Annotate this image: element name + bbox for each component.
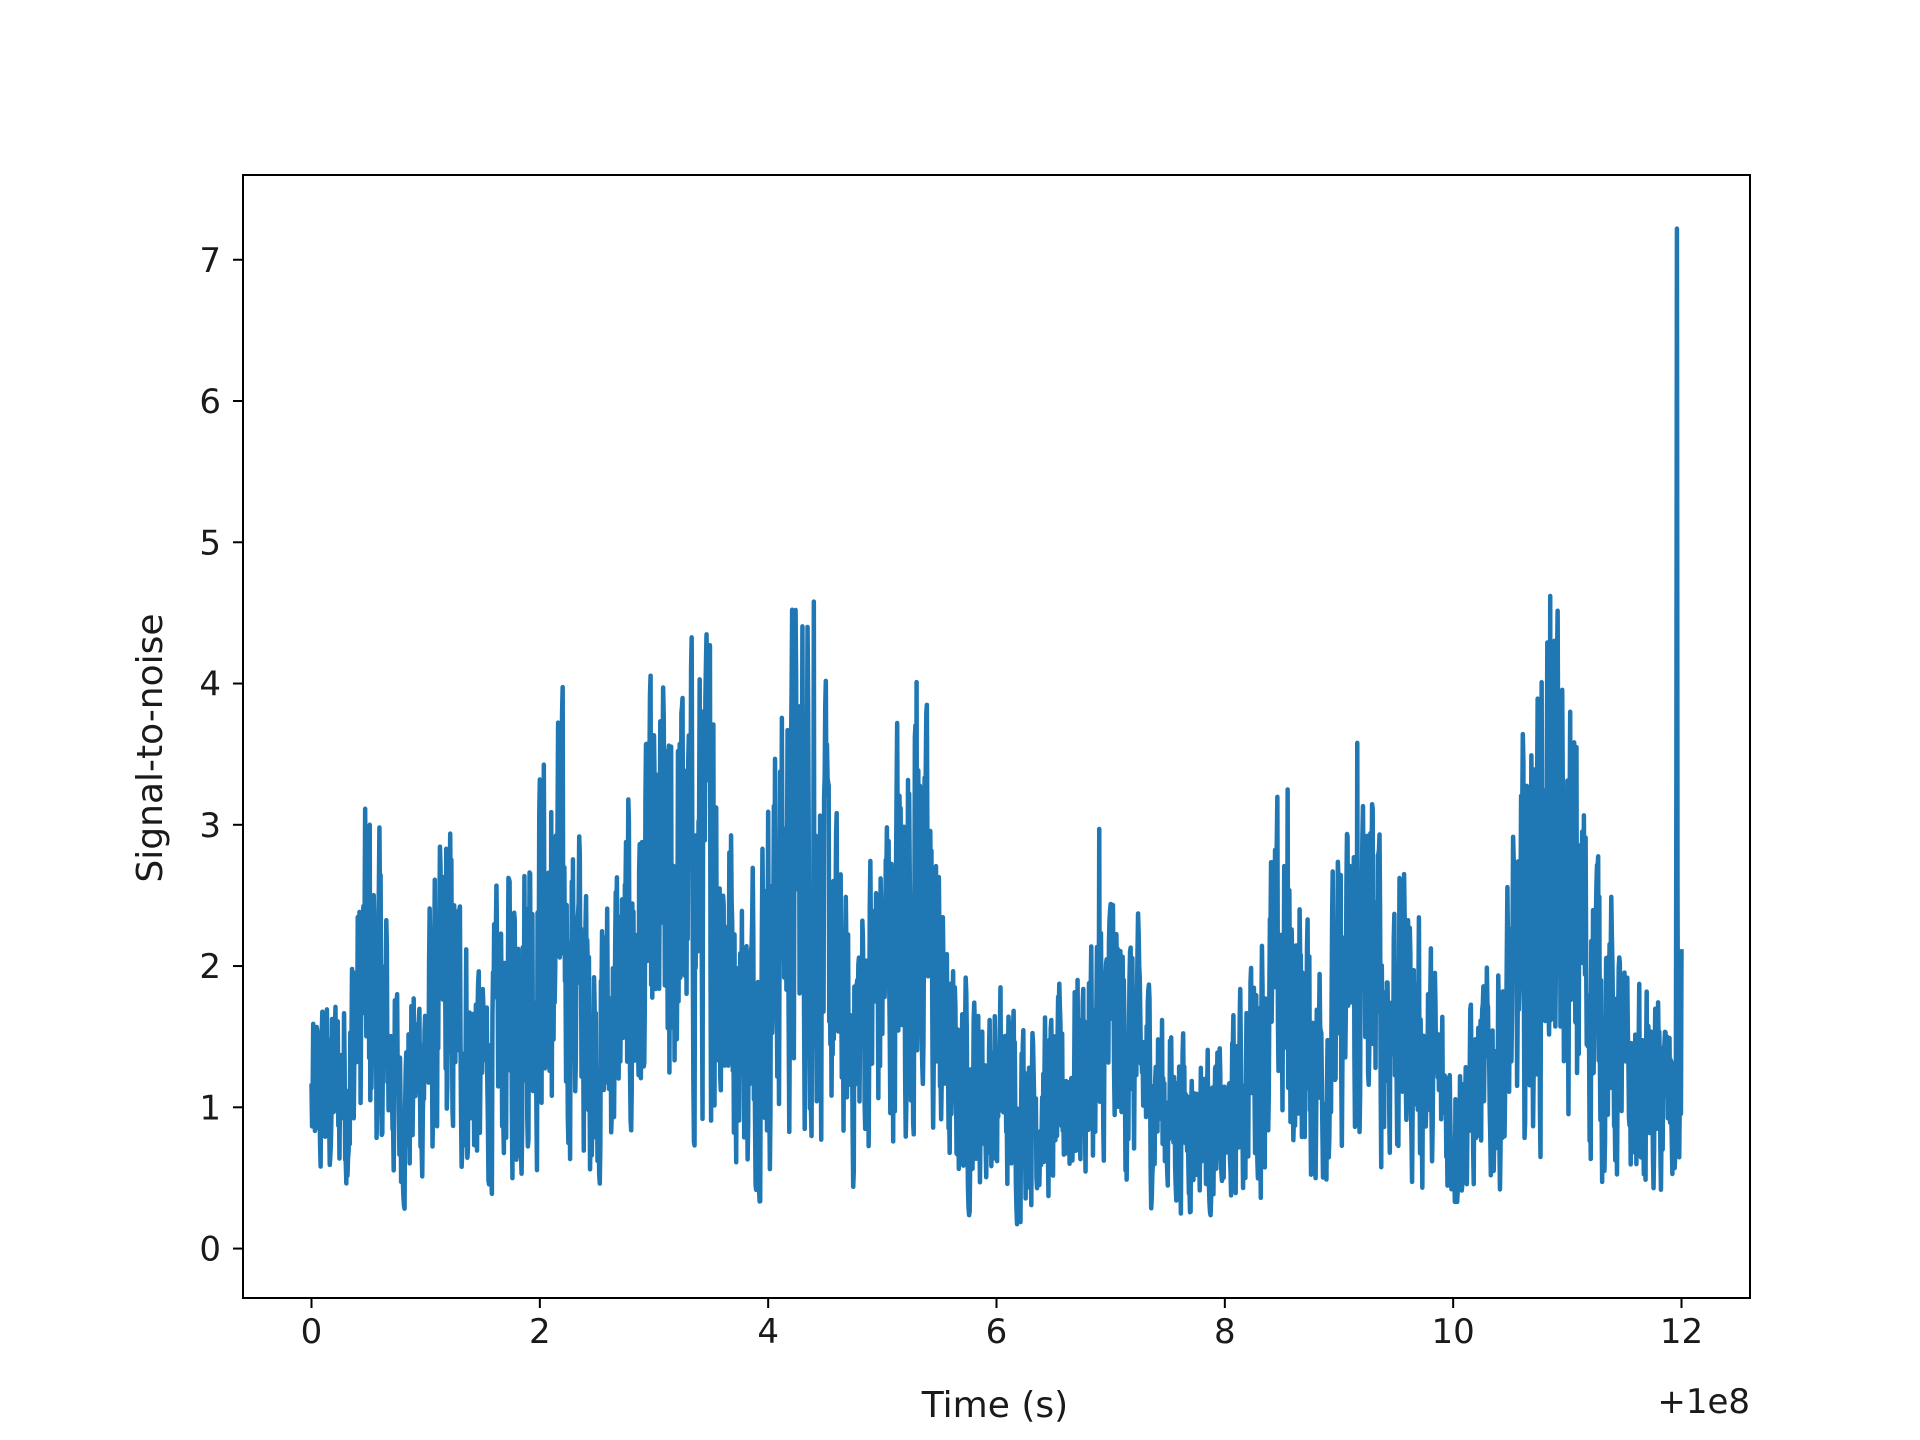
x-axis-label: Time (s) [921, 1385, 1068, 1426]
plot-frame [242, 174, 1751, 1299]
y-tick-label: 5 [199, 523, 221, 563]
y-tick-label: 2 [199, 947, 221, 987]
x-tick-label: 12 [1660, 1312, 1703, 1352]
x-tick-label: 2 [529, 1312, 551, 1352]
y-tick-label: 7 [199, 241, 221, 281]
y-tick-label: 1 [199, 1088, 221, 1128]
y-tick-label: 4 [199, 665, 221, 705]
y-tick-label: 6 [199, 382, 221, 422]
snr-series-line [309, 226, 1684, 1227]
x-tick-label: 10 [1432, 1312, 1475, 1352]
x-tick-label: 8 [1214, 1312, 1236, 1352]
y-axis-label: Signal-to-noise [130, 613, 171, 882]
y-tick-label: 3 [199, 806, 221, 846]
plot-layer [309, 226, 1684, 1227]
x-tick-label: 6 [986, 1312, 1008, 1352]
x-tick-label: 4 [757, 1312, 779, 1352]
x-tick-label: 0 [301, 1312, 323, 1352]
y-tick-label: 0 [199, 1230, 221, 1270]
x-axis-offset-label: +1e8 [1657, 1382, 1750, 1422]
